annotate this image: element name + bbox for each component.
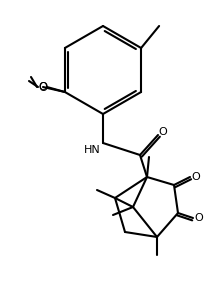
Text: HN: HN [84, 145, 101, 155]
Text: O: O [195, 213, 203, 223]
Text: O: O [192, 172, 200, 182]
Text: O: O [38, 80, 48, 94]
Text: O: O [159, 127, 167, 137]
Text: O: O [39, 82, 47, 92]
